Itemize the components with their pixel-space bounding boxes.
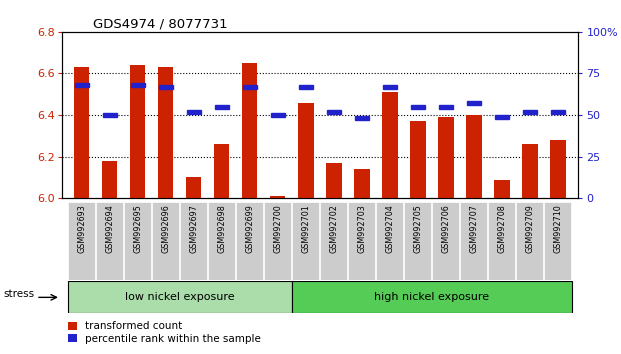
Bar xyxy=(348,202,375,280)
Bar xyxy=(545,202,571,280)
Bar xyxy=(517,202,543,280)
Bar xyxy=(550,140,566,198)
Bar xyxy=(383,85,397,89)
Bar xyxy=(75,83,89,87)
Bar xyxy=(354,169,369,198)
Bar xyxy=(130,65,145,198)
Text: GDS4974 / 8077731: GDS4974 / 8077731 xyxy=(93,18,228,31)
Text: GSM992709: GSM992709 xyxy=(525,204,535,253)
Bar xyxy=(237,202,263,280)
Bar xyxy=(467,101,481,105)
Text: GSM992705: GSM992705 xyxy=(414,204,422,253)
Bar xyxy=(432,202,460,280)
Bar xyxy=(68,202,95,280)
Bar xyxy=(124,202,151,280)
Bar xyxy=(411,105,425,109)
Bar xyxy=(327,110,341,114)
Text: GSM992703: GSM992703 xyxy=(357,204,366,253)
Bar xyxy=(102,161,117,198)
Bar xyxy=(158,67,173,198)
Text: GSM992710: GSM992710 xyxy=(553,204,563,253)
Text: GSM992697: GSM992697 xyxy=(189,204,198,253)
Text: GSM992698: GSM992698 xyxy=(217,204,226,253)
Bar xyxy=(292,281,572,313)
Text: GSM992704: GSM992704 xyxy=(386,204,394,253)
Bar xyxy=(466,115,482,198)
Bar xyxy=(152,202,179,280)
Bar xyxy=(271,113,285,117)
Text: GSM992700: GSM992700 xyxy=(273,204,283,253)
Bar xyxy=(74,67,89,198)
Bar xyxy=(320,202,347,280)
Bar xyxy=(494,179,510,198)
Text: GSM992701: GSM992701 xyxy=(301,204,310,253)
Bar xyxy=(131,83,145,87)
Text: GSM992706: GSM992706 xyxy=(442,204,450,253)
Bar xyxy=(382,92,397,198)
Bar xyxy=(298,103,314,198)
Text: GSM992693: GSM992693 xyxy=(77,204,86,253)
Bar xyxy=(410,121,425,198)
Bar xyxy=(159,85,173,89)
Bar xyxy=(438,117,453,198)
Text: GSM992696: GSM992696 xyxy=(161,204,170,253)
Bar xyxy=(265,202,291,280)
Bar xyxy=(215,105,229,109)
Bar xyxy=(292,202,319,280)
Text: high nickel exposure: high nickel exposure xyxy=(374,292,489,302)
Bar xyxy=(243,85,257,89)
Text: GSM992695: GSM992695 xyxy=(134,204,142,253)
Text: GSM992702: GSM992702 xyxy=(329,204,338,253)
Bar xyxy=(495,115,509,119)
Bar xyxy=(551,110,565,114)
Bar xyxy=(180,202,207,280)
Text: GSM992708: GSM992708 xyxy=(497,204,506,253)
Bar xyxy=(489,202,515,280)
Bar xyxy=(522,144,538,198)
Text: GSM992694: GSM992694 xyxy=(105,204,114,253)
Bar xyxy=(299,85,313,89)
Bar xyxy=(270,196,286,198)
Bar xyxy=(523,110,537,114)
Bar xyxy=(214,144,230,198)
Bar xyxy=(68,281,292,313)
Bar xyxy=(187,110,201,114)
Legend: transformed count, percentile rank within the sample: transformed count, percentile rank withi… xyxy=(67,320,262,345)
Text: stress: stress xyxy=(3,289,34,299)
Bar xyxy=(376,202,403,280)
Bar xyxy=(96,202,123,280)
Text: GSM992707: GSM992707 xyxy=(469,204,478,253)
Bar xyxy=(208,202,235,280)
Bar xyxy=(326,163,342,198)
Bar xyxy=(460,202,487,280)
Text: GSM992699: GSM992699 xyxy=(245,204,254,253)
Text: low nickel exposure: low nickel exposure xyxy=(125,292,235,302)
Bar xyxy=(242,63,258,198)
Bar xyxy=(186,177,201,198)
Bar xyxy=(404,202,432,280)
Bar xyxy=(102,113,117,117)
Bar xyxy=(439,105,453,109)
Bar xyxy=(355,116,369,120)
